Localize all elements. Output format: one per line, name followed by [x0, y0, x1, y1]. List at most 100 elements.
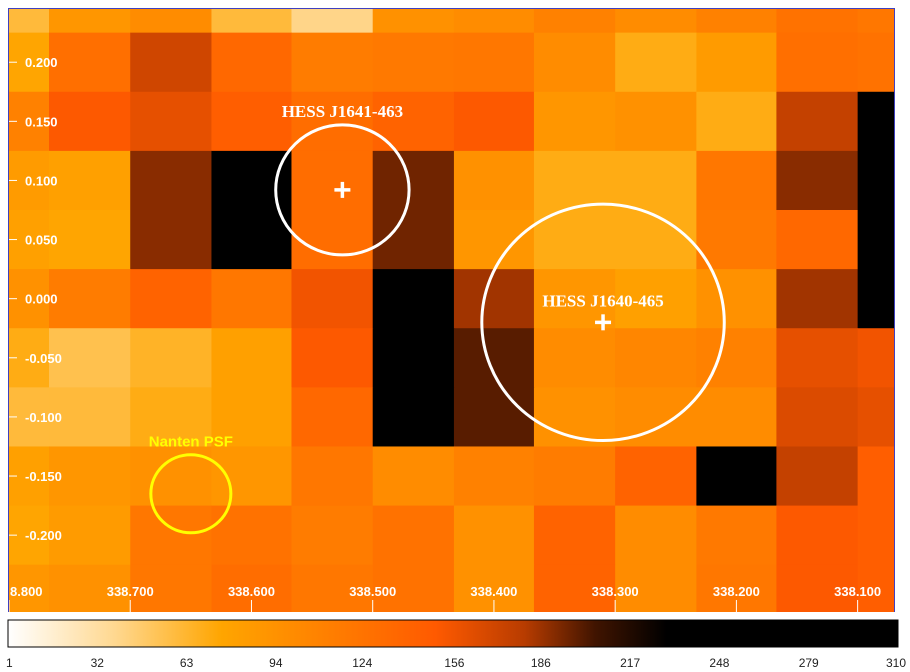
heatmap-pixel — [533, 505, 616, 566]
heatmap-pixel — [857, 150, 895, 211]
heatmap-pixel — [130, 91, 212, 152]
heatmap-pixel — [211, 210, 292, 270]
heatmap-pixel — [130, 269, 212, 329]
heatmap-pixel — [291, 32, 374, 93]
y-tick-label: -0.150 — [25, 469, 62, 484]
heatmap-pixel — [211, 446, 292, 507]
heatmap-pixel — [533, 446, 616, 507]
heatmap-pixel — [211, 9, 292, 34]
heatmap-pixel — [291, 150, 374, 211]
y-tick-label: -0.100 — [25, 410, 62, 425]
heatmap-pixel — [49, 150, 131, 211]
heatmap-pixel — [857, 564, 895, 612]
heatmap-pixel — [130, 150, 212, 211]
y-tick-label: -0.050 — [25, 351, 62, 366]
heatmap-pixel — [372, 387, 455, 447]
heatmap-pixel — [615, 564, 697, 612]
heatmap-pixel — [857, 9, 895, 34]
heatmap-pixel — [776, 210, 859, 270]
heatmap-pixel — [372, 446, 455, 507]
heatmap-pixel — [372, 564, 455, 612]
heatmap-pixel — [453, 446, 535, 507]
heatmap-pixel — [857, 505, 895, 566]
heatmap-pixel — [49, 91, 131, 152]
heatmap-pixel — [49, 210, 131, 270]
x-tick-label: 338.200 — [713, 584, 760, 599]
heatmap-pixel — [291, 505, 374, 566]
x-tick-label: 338.600 — [228, 584, 275, 599]
x-tick-label: 338.300 — [592, 584, 639, 599]
heatmap-pixel — [372, 150, 455, 211]
heatmap-pixel — [211, 91, 292, 152]
heatmap-pixel — [615, 150, 697, 211]
pixel-grid — [9, 9, 895, 612]
heatmap-pixel — [130, 210, 212, 270]
heatmap-pixel — [49, 9, 131, 34]
colorbar-gradient — [7, 619, 899, 648]
y-tick-label: 0.000 — [25, 292, 58, 307]
heatmap-pixel — [533, 150, 616, 211]
heatmap-pixel — [372, 269, 455, 329]
colorbar-tick-labels: 1 32 63 94 124 156 186 217 248 279 310 — [6, 656, 906, 670]
heatmap-pixel — [615, 9, 697, 34]
y-tick-label: -0.200 — [25, 528, 62, 543]
heatmap-pixel — [372, 91, 455, 152]
heatmap-pixel — [291, 328, 374, 388]
heatmap-pixel — [696, 91, 777, 152]
heatmap-pixel — [615, 91, 697, 152]
heatmap-pixel — [857, 446, 895, 507]
heatmap-pixel — [776, 32, 859, 93]
heatmap-pixel — [453, 32, 535, 93]
heatmap-pixel — [696, 269, 777, 329]
heatmap-pixel — [130, 505, 212, 566]
heatmap-pixel — [533, 210, 616, 270]
heatmap-pixel — [291, 564, 374, 612]
heatmap-pixel — [776, 9, 859, 34]
colorbar-tick-label: 248 — [709, 656, 729, 670]
heatmap-pixel — [49, 564, 131, 612]
heatmap-pixel — [696, 32, 777, 93]
colorbar-tick-label: 186 — [531, 656, 551, 670]
heatmap-pixel — [857, 210, 895, 270]
heatmap-pixel — [453, 387, 535, 447]
colorbar-tick-label: 217 — [620, 656, 640, 670]
colorbar-tick-label: 279 — [799, 656, 819, 670]
heatmap-pixel — [130, 32, 212, 93]
heatmap-pixel — [696, 9, 777, 34]
heatmap-pixel — [453, 505, 535, 566]
heatmap-pixel — [453, 328, 535, 388]
source-circle — [274, 123, 411, 257]
heatmap-pixel — [49, 505, 131, 566]
x-axis-ticks: 8.800 338.700 338.600 338.500 338.400 338.300… — [8, 584, 881, 612]
heatmap-pixel — [776, 328, 859, 388]
source-circle — [149, 453, 233, 535]
heatmap-pixel — [211, 269, 292, 329]
heatmap-pixel — [776, 505, 859, 566]
heatmap-pixel — [615, 210, 697, 270]
region-circles: HESS J1641-463 HESS J1640-465 Nanten PSF — [149, 102, 726, 535]
heatmap-pixel — [291, 387, 374, 447]
heatmap-pixel — [615, 269, 697, 329]
source-label: Nanten PSF — [149, 434, 233, 451]
source-label: HESS J1641-463 — [282, 102, 403, 121]
x-tick-label: 338.500 — [349, 584, 396, 599]
heatmap-pixel — [857, 32, 895, 93]
colorbar-tick-label: 124 — [352, 656, 372, 670]
heatmap-pixel — [291, 210, 374, 270]
heatmap-pixel — [372, 505, 455, 566]
heatmap-pixel — [615, 328, 697, 388]
heatmap-pixel — [49, 446, 131, 507]
heatmap-pixel — [453, 210, 535, 270]
colorbar-tick-label: 94 — [269, 656, 283, 670]
y-axis-ticks: 0.200 0.150 0.100 0.050 0.000 -0.050 -0.100 -0.… — [9, 55, 62, 543]
y-tick-label: 0.150 — [25, 114, 58, 129]
source-circle — [480, 202, 726, 443]
heatmap-pixel — [857, 91, 895, 152]
heatmap-pixel — [453, 91, 535, 152]
x-tick-label: 338.700 — [107, 584, 154, 599]
heatmap-pixel — [696, 505, 777, 566]
heatmap-pixel — [49, 32, 131, 93]
heatmap-pixel — [9, 9, 50, 34]
heatmap-pixel — [776, 446, 859, 507]
colorbar-tick-label: 156 — [444, 656, 464, 670]
